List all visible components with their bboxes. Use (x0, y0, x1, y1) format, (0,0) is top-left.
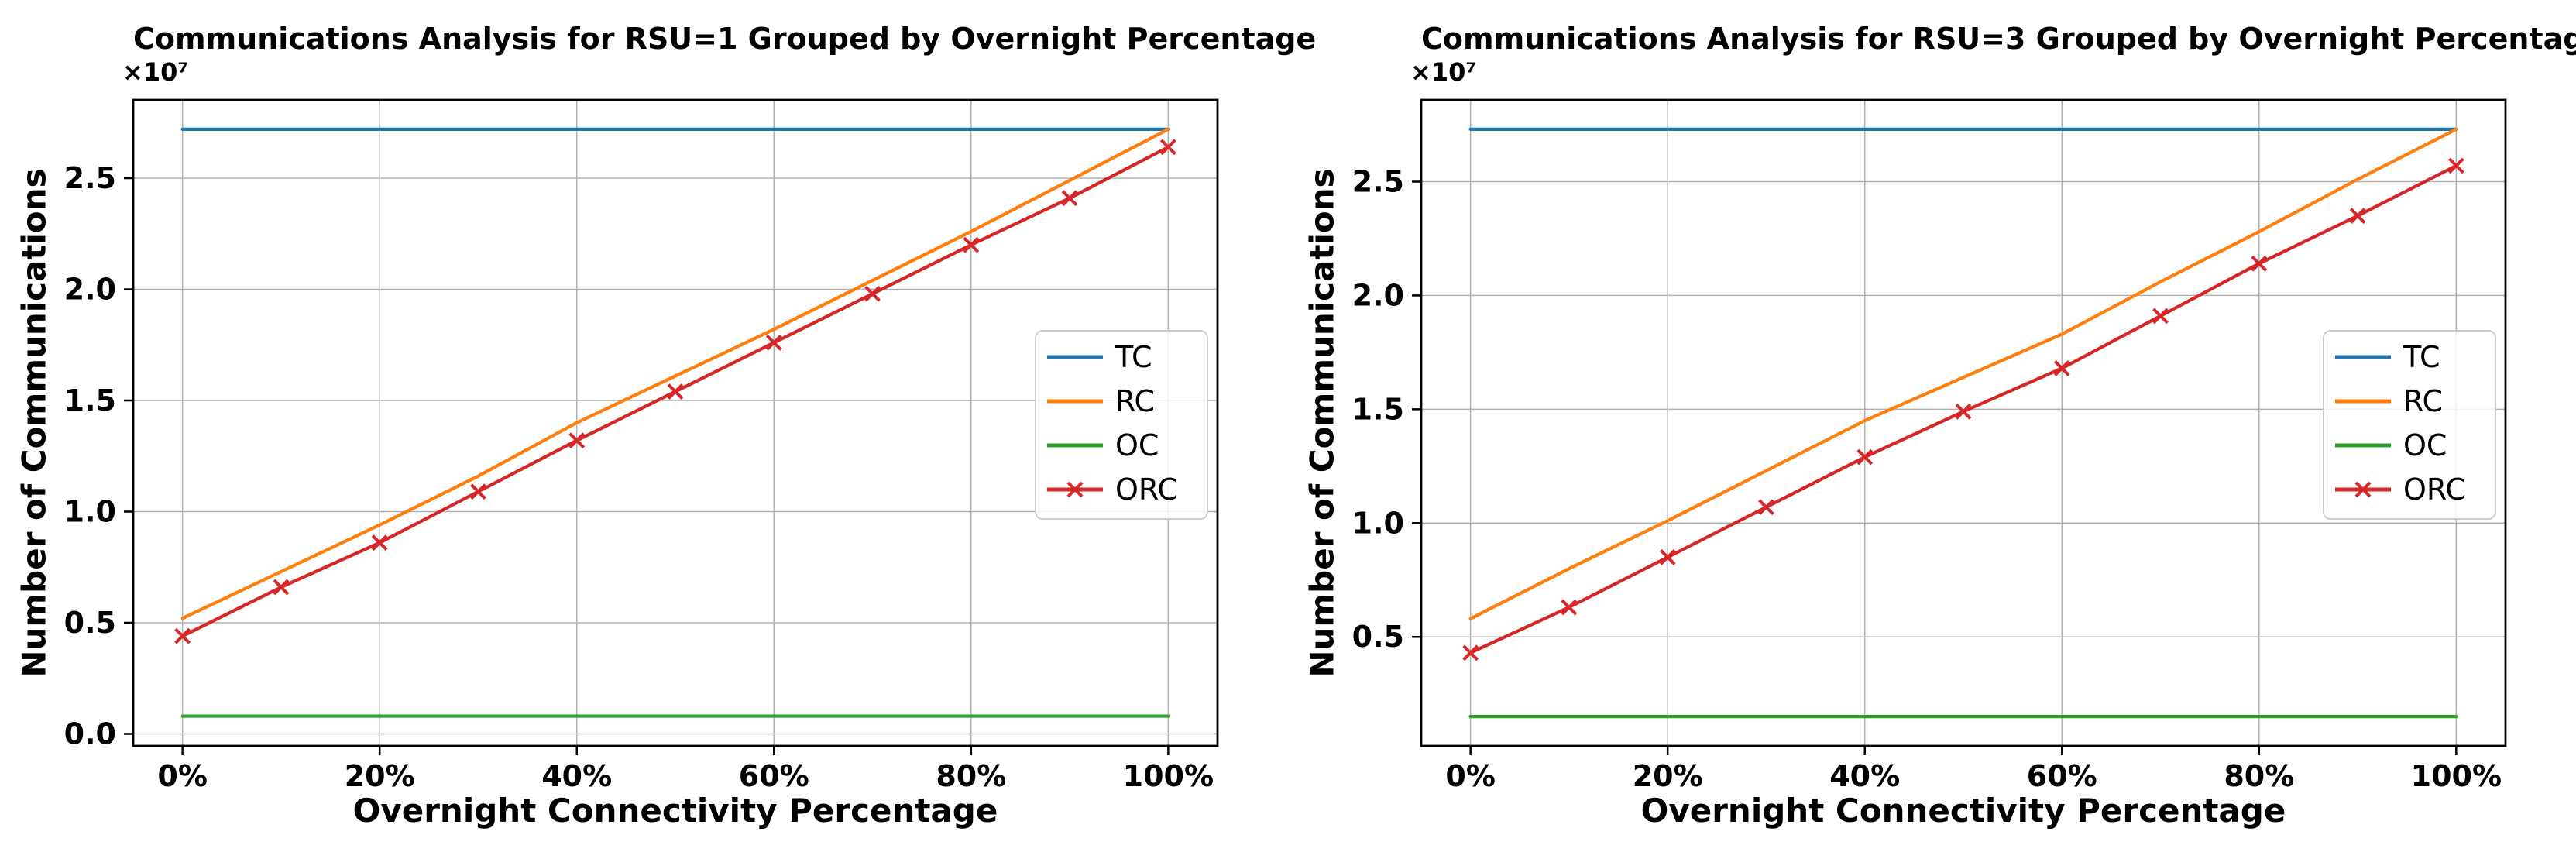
y-gridlines (1421, 180, 2506, 637)
x-tick-label: 100% (2411, 759, 2502, 793)
legend-label-RC: RC (2403, 384, 2443, 418)
series-markers-ORC (174, 139, 1176, 644)
x-tick-label: 60% (2027, 759, 2097, 793)
chart-figure-rsu1: Communications Analysis for RSU=1 Groupe… (15, 22, 1317, 830)
x-tick-label: 20% (345, 759, 415, 793)
y-tick-label: 0.5 (64, 606, 116, 640)
axes-spines (132, 98, 1219, 747)
legend-box (2323, 330, 2496, 520)
x-axis-ticks: 0% 20% 40% 60% 80% 100% (1445, 746, 2502, 793)
legend-sample-marker-ORC (2354, 481, 2372, 498)
legend-box (1035, 330, 1208, 520)
series-lines (1462, 127, 2464, 719)
series-lines (174, 127, 1176, 718)
y-tick-label: 2.5 (64, 161, 116, 195)
y-axis-ticks: 0.0 0.5 1.0 1.5 2.0 2.5 (64, 161, 133, 751)
chart-title: Communications Analysis for RSU=1 Groupe… (133, 22, 1317, 56)
y-tick-label: 2.0 (1352, 278, 1404, 312)
x-tick-label: 40% (541, 759, 612, 793)
x-gridlines (1469, 100, 2458, 746)
plot-area-rsu3: 0% 20% 40% 60% 80% 100% 0.5 1.0 1.5 2.0 2.5 TC RC OC O… (1352, 98, 2507, 793)
x-tick-label: 80% (2224, 759, 2294, 793)
y-tick-label: 2.5 (1352, 164, 1404, 198)
series-markers-ORC (1462, 157, 2464, 661)
x-tick-label: 0% (1445, 759, 1496, 793)
legend-sample-marker-ORC (1066, 481, 1084, 498)
legend-label-OC: OC (1115, 428, 1159, 462)
y-tick-label: 2.0 (64, 273, 116, 307)
y-axis-offset-text: ×10⁷ (1410, 57, 1477, 87)
x-tick-label: 60% (739, 759, 809, 793)
legend: TC RC OC ORC (1035, 330, 1208, 520)
y-tick-label: 1.5 (64, 383, 116, 417)
legend-label-TC: TC (1115, 340, 1152, 374)
y-axis-ticks: 0.5 1.0 1.5 2.0 2.5 (1352, 164, 1421, 654)
x-gridlines (181, 100, 1170, 746)
legend-label-OC: OC (2403, 428, 2447, 462)
y-tick-label: 1.5 (1352, 392, 1404, 426)
x-tick-label: 80% (936, 759, 1006, 793)
plot-area-rsu1: 0% 20% 40% 60% 80% 100% 0.0 0.5 1.0 1.5 2.0 2.5 TC RC… (64, 98, 1219, 793)
x-axis-label: Overnight Connectivity Percentage (1640, 792, 2286, 830)
legend: TC RC OC ORC (2323, 330, 2496, 520)
series-line-RC (180, 127, 1170, 620)
y-tick-label: 1.0 (1352, 506, 1404, 540)
legend-label-TC: TC (2403, 340, 2440, 374)
series-line-RC (1468, 127, 2458, 620)
x-tick-label: 20% (1633, 759, 1703, 793)
y-tick-label: 0.0 (64, 717, 116, 751)
x-tick-label: 40% (1829, 759, 1900, 793)
x-axis-ticks: 0% 20% 40% 60% 80% 100% (157, 746, 1214, 793)
x-axis-label: Overnight Connectivity Percentage (352, 792, 998, 830)
chart-figure-rsu3: Communications Analysis for RSU=3 Groupe… (1288, 0, 2576, 859)
legend-label-RC: RC (1115, 384, 1155, 418)
legend-label-ORC: ORC (1115, 472, 1178, 507)
axes-spines (1420, 98, 2507, 747)
y-tick-label: 0.5 (1352, 620, 1404, 654)
y-tick-label: 1.0 (64, 495, 116, 529)
chart-title: Communications Analysis for RSU=3 Groupe… (1421, 22, 2576, 56)
x-tick-label: 100% (1123, 759, 1214, 793)
legend-label-ORC: ORC (2403, 472, 2466, 507)
x-tick-label: 0% (157, 759, 208, 793)
y-axis-offset-text: ×10⁷ (122, 57, 189, 87)
